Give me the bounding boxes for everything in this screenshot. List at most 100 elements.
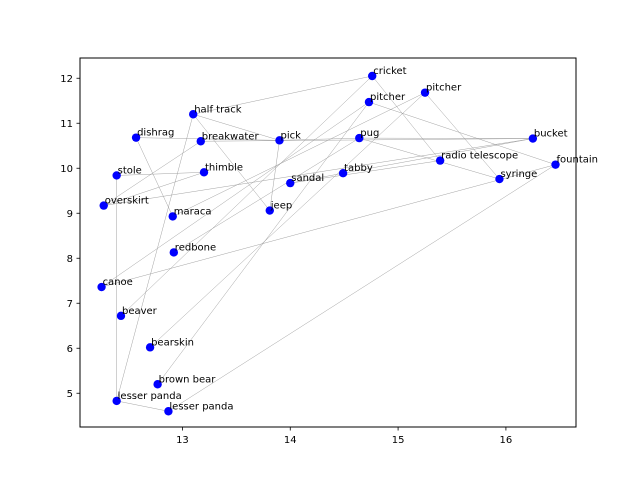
data-point (355, 133, 364, 143)
y-tick-label: 5 (67, 389, 73, 400)
data-point (168, 212, 177, 221)
y-tick-label: 7 (67, 299, 73, 310)
edge-line (101, 164, 556, 288)
data-point (97, 282, 106, 292)
data-point (145, 343, 155, 352)
point-label: maraca (174, 206, 212, 217)
plot-frame (79, 57, 577, 428)
edge-line (157, 101, 370, 385)
edge-line (116, 114, 194, 401)
edge-line (149, 92, 426, 348)
point-label: breakwater (202, 131, 260, 142)
point-label: tabby (344, 163, 373, 174)
data-point (338, 169, 348, 178)
point-label: brown bear (159, 374, 217, 385)
y-tick-label: 9 (67, 209, 73, 220)
data-point (116, 311, 126, 321)
edge-line (290, 160, 441, 184)
data-point (169, 248, 179, 257)
edge-line (120, 75, 373, 317)
point-label: jeep (270, 201, 292, 212)
edge-line (290, 172, 344, 184)
point-label: thimble (205, 162, 243, 173)
data-point (112, 396, 121, 406)
point-label: stole (118, 165, 142, 176)
y-tick-label: 10 (60, 164, 73, 175)
edge-line (193, 114, 270, 211)
point-label: redbone (175, 242, 216, 253)
point-label: sandal (291, 173, 324, 184)
x-tick-label: 16 (500, 435, 513, 446)
data-point (275, 136, 284, 145)
y-tick-label: 8 (67, 254, 73, 265)
data-point (131, 133, 141, 142)
data-point (164, 407, 173, 416)
edge-line (101, 101, 370, 288)
data-point (196, 137, 205, 146)
x-tick-label: 13 (176, 435, 189, 446)
point-label: half track (194, 104, 242, 115)
edge-line (172, 92, 426, 217)
edge-line (103, 141, 201, 206)
point-label: pitcher (426, 83, 462, 94)
edge-line (200, 138, 533, 142)
data-point (435, 156, 445, 165)
edge-line (193, 114, 280, 141)
y-tick-label: 12 (60, 74, 73, 85)
y-tick-label: 11 (60, 119, 73, 130)
point-label: pug (360, 128, 379, 139)
x-tick-label: 14 (284, 435, 297, 446)
point-label: overskirt (105, 196, 149, 207)
edge-line (103, 138, 533, 206)
edge-line (136, 137, 280, 141)
data-point (153, 380, 162, 389)
x-axis: 13 14 15 16 (176, 427, 512, 446)
edge-line (168, 164, 556, 412)
edge-line (173, 137, 360, 253)
edge-line (135, 137, 173, 217)
point-label: lesser panda (169, 401, 233, 412)
point-label: bearskin (151, 337, 194, 348)
edge-line (193, 75, 373, 115)
labels-layer: cricket pitcher pitcher half track dishrag br… (103, 66, 598, 412)
data-point (495, 174, 504, 184)
edge-line (103, 172, 205, 206)
point-label: pitcher (370, 92, 406, 103)
edge-line (116, 172, 205, 176)
point-label: fountain (557, 155, 598, 166)
point-label: cricket (373, 66, 406, 77)
point-label: pick (280, 130, 301, 141)
data-point (528, 134, 538, 143)
edge-line (343, 138, 533, 174)
y-tick-label: 6 (67, 344, 73, 355)
points-layer (97, 71, 560, 416)
point-label: canoe (103, 277, 133, 288)
x-tick-label: 15 (392, 435, 405, 446)
data-point (551, 160, 560, 169)
point-label: dishrag (137, 128, 174, 139)
edge-line (424, 92, 500, 180)
edge-line (269, 140, 280, 211)
point-label: radio telescope (441, 151, 518, 162)
data-point (420, 88, 430, 97)
data-point (99, 201, 108, 210)
edge-line (116, 400, 169, 412)
edge-line (368, 101, 556, 165)
y-axis: 5 6 7 8 9 10 11 12 (60, 74, 80, 400)
data-point (199, 168, 209, 177)
edge-line (279, 137, 360, 141)
plot-area (80, 58, 576, 427)
point-label: syringe (500, 169, 537, 180)
data-point (265, 206, 274, 215)
data-point (286, 178, 295, 188)
point-label: lesser panda (118, 391, 182, 402)
edge-line (372, 75, 441, 161)
point-label: beaver (122, 306, 158, 317)
point-label: bucket (534, 129, 568, 140)
data-point (112, 171, 121, 180)
data-point (189, 110, 198, 119)
data-point (364, 97, 374, 107)
edges-layer (101, 75, 556, 412)
data-point (368, 71, 377, 81)
